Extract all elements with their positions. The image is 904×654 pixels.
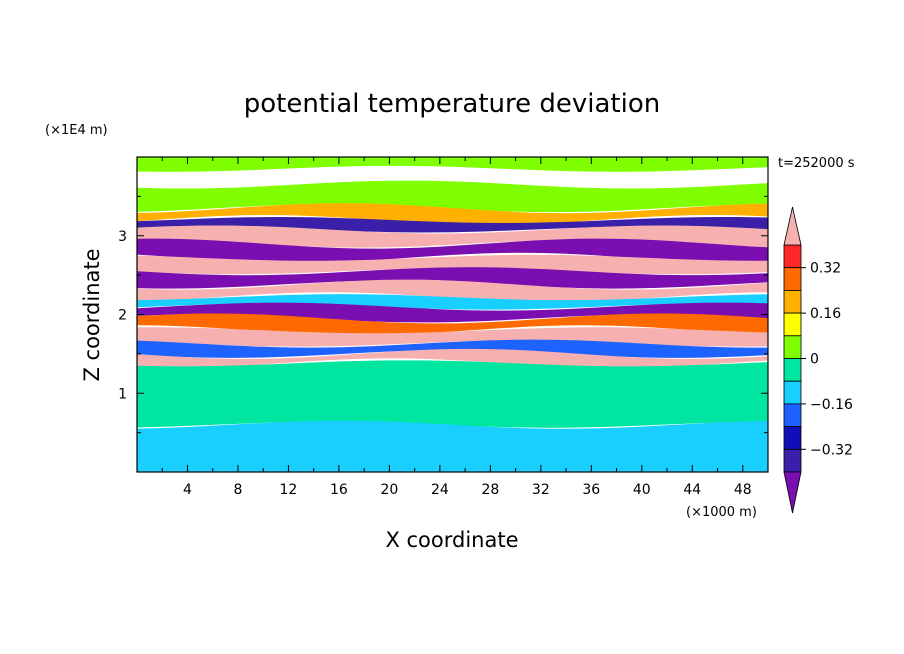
x-tick-label: 12 — [280, 482, 298, 498]
colorbar-box — [783, 358, 802, 382]
field-layer — [137, 313, 768, 336]
field-layer — [137, 420, 768, 472]
x-tick-label: 4 — [183, 482, 192, 498]
colorbar-label: 0.32 — [810, 261, 841, 277]
field-layer — [137, 180, 768, 213]
field-layer — [137, 279, 768, 303]
colorbar: 0.32 0.16 0 −0.16 −0.32 — [783, 206, 853, 514]
x-tick-label: 32 — [532, 482, 550, 498]
x-tick-label: 8 — [233, 482, 242, 498]
colorbar-label: −0.16 — [810, 397, 853, 413]
plot-area — [137, 157, 768, 472]
field-layer — [137, 302, 768, 323]
x-unit-label: (×1000 m) — [686, 505, 757, 520]
y-tick-label: 2 — [118, 308, 127, 324]
y-tick-label: 3 — [118, 229, 127, 245]
colorbar-box — [783, 448, 802, 473]
time-label: t=252000 s — [778, 156, 855, 171]
field-layer — [137, 348, 768, 369]
field-layer — [137, 157, 768, 172]
field-layer — [137, 225, 768, 248]
x-tick-label: 44 — [683, 482, 701, 498]
y-unit-label: (×1E4 m) — [45, 123, 108, 138]
colorbar-extend-bottom — [783, 471, 802, 514]
field-layer — [137, 339, 768, 358]
x-axis-ticks: 4 8 12 16 20 24 28 32 36 40 44 48 — [161, 157, 752, 498]
field-layer — [137, 360, 768, 428]
colorbar-box — [783, 289, 802, 314]
field-layer — [137, 294, 768, 310]
x-tick-label: 40 — [633, 482, 651, 498]
colorbar-box — [783, 380, 802, 405]
colorbar-label: 0 — [810, 352, 819, 368]
x-tick-label: 36 — [582, 482, 600, 498]
field-layers — [137, 157, 768, 472]
field-layer — [137, 203, 768, 225]
y-axis-ticks: 1 2 3 — [118, 195, 768, 434]
x-tick-label: 16 — [330, 482, 348, 498]
colorbar-box — [783, 312, 802, 337]
y-axis-label: Z coordinate — [80, 248, 104, 381]
colorbar-label: 0.16 — [810, 306, 841, 322]
colorbar-box — [783, 426, 802, 450]
colorbar-label: −0.32 — [810, 442, 853, 458]
colorbar-box — [783, 267, 802, 291]
x-tick-label: 28 — [481, 482, 499, 498]
x-tick-label: 24 — [431, 482, 449, 498]
colorbar-box — [783, 335, 802, 359]
field-layer — [137, 238, 768, 263]
x-tick-label: 20 — [380, 482, 398, 498]
x-axis-label: X coordinate — [385, 528, 518, 552]
y-tick-label: 1 — [118, 386, 127, 402]
colorbar-box — [783, 403, 802, 427]
x-tick-label: 48 — [734, 482, 752, 498]
field-layer — [137, 254, 768, 275]
chart-title: potential temperature deviation — [244, 89, 660, 119]
colorbar-box — [783, 244, 802, 269]
colorbar-extend-top — [783, 206, 802, 246]
field-layer — [137, 267, 768, 289]
